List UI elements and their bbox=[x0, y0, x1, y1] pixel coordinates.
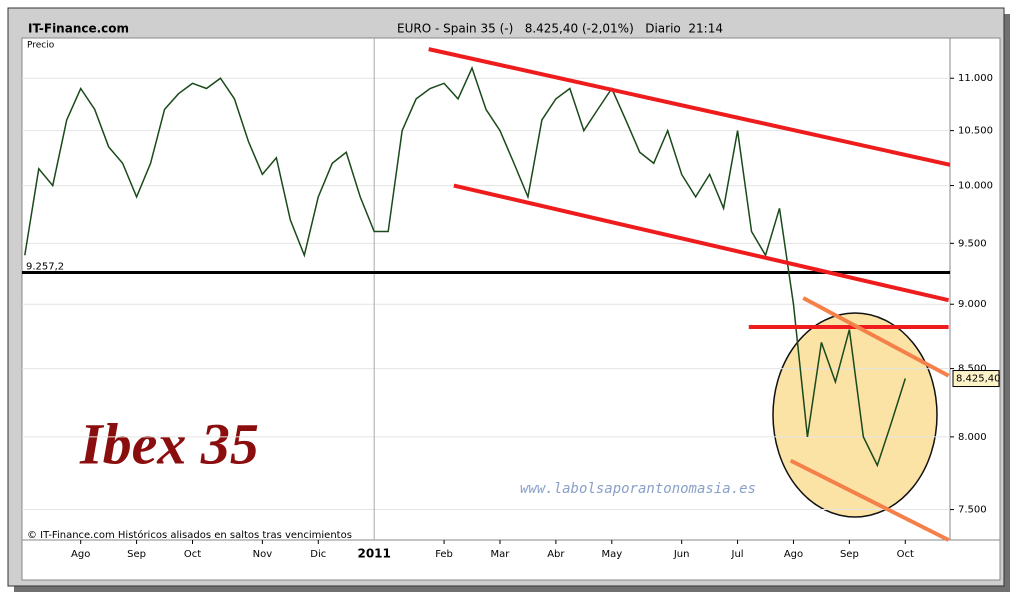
x-tick-label: Oct bbox=[184, 549, 201, 560]
chart-title: EURO - Spain 35 (-) 8.425,40 (-2,01%) Di… bbox=[397, 22, 723, 36]
x-tick-label: Jul bbox=[731, 549, 744, 560]
trend-line bbox=[428, 47, 951, 167]
x-tick-label: Dic bbox=[310, 549, 326, 560]
trend-line bbox=[789, 458, 950, 542]
trend-line bbox=[802, 296, 950, 378]
y-tick-label: 7.500 bbox=[958, 505, 987, 516]
trend-line bbox=[453, 183, 950, 303]
price-line bbox=[24, 65, 906, 468]
x-tick-label: Ago bbox=[784, 549, 803, 560]
y-tick-label: 10.000 bbox=[958, 181, 993, 192]
x-tick-label: Mar bbox=[491, 549, 511, 560]
x-tick-label: Sep bbox=[840, 549, 859, 560]
footer: © IT-Finance.com Históricos alisados en … bbox=[27, 529, 352, 541]
support-label: 9.257,2 bbox=[26, 261, 64, 272]
price-tag-label: 8.425,40 bbox=[956, 374, 1001, 385]
price-tag bbox=[952, 370, 1000, 388]
x-tick-label: Feb bbox=[435, 549, 453, 560]
y-tick-label: 9.000 bbox=[958, 299, 987, 310]
site-name: IT-Finance.com bbox=[28, 22, 129, 36]
watermark: Ibex 35 bbox=[79, 411, 259, 476]
y-tick-label: 11.000 bbox=[958, 73, 993, 84]
x-tick-label: Jun bbox=[673, 549, 690, 560]
url: www.labolsaporantonomasia.es bbox=[520, 481, 756, 497]
x-tick-label: May bbox=[601, 549, 622, 560]
highlight-ellipse bbox=[772, 312, 938, 518]
y-tick-label: 10.500 bbox=[958, 126, 993, 137]
x-tick-label: Nov bbox=[253, 549, 273, 560]
year-label: 2011 bbox=[357, 547, 390, 561]
x-axis-area bbox=[21, 539, 1001, 581]
y-tick-label: 9.500 bbox=[958, 238, 987, 249]
y-tick-label: 8.500 bbox=[958, 364, 987, 375]
x-tick-label: Oct bbox=[897, 549, 914, 560]
y-axis-area bbox=[949, 37, 1001, 541]
y-label: Precio bbox=[27, 41, 55, 51]
x-tick-label: Ago bbox=[71, 549, 90, 560]
x-tick-label: Abr bbox=[547, 549, 565, 560]
y-tick-label: 8.000 bbox=[958, 432, 987, 443]
x-tick-label: Sep bbox=[127, 549, 146, 560]
